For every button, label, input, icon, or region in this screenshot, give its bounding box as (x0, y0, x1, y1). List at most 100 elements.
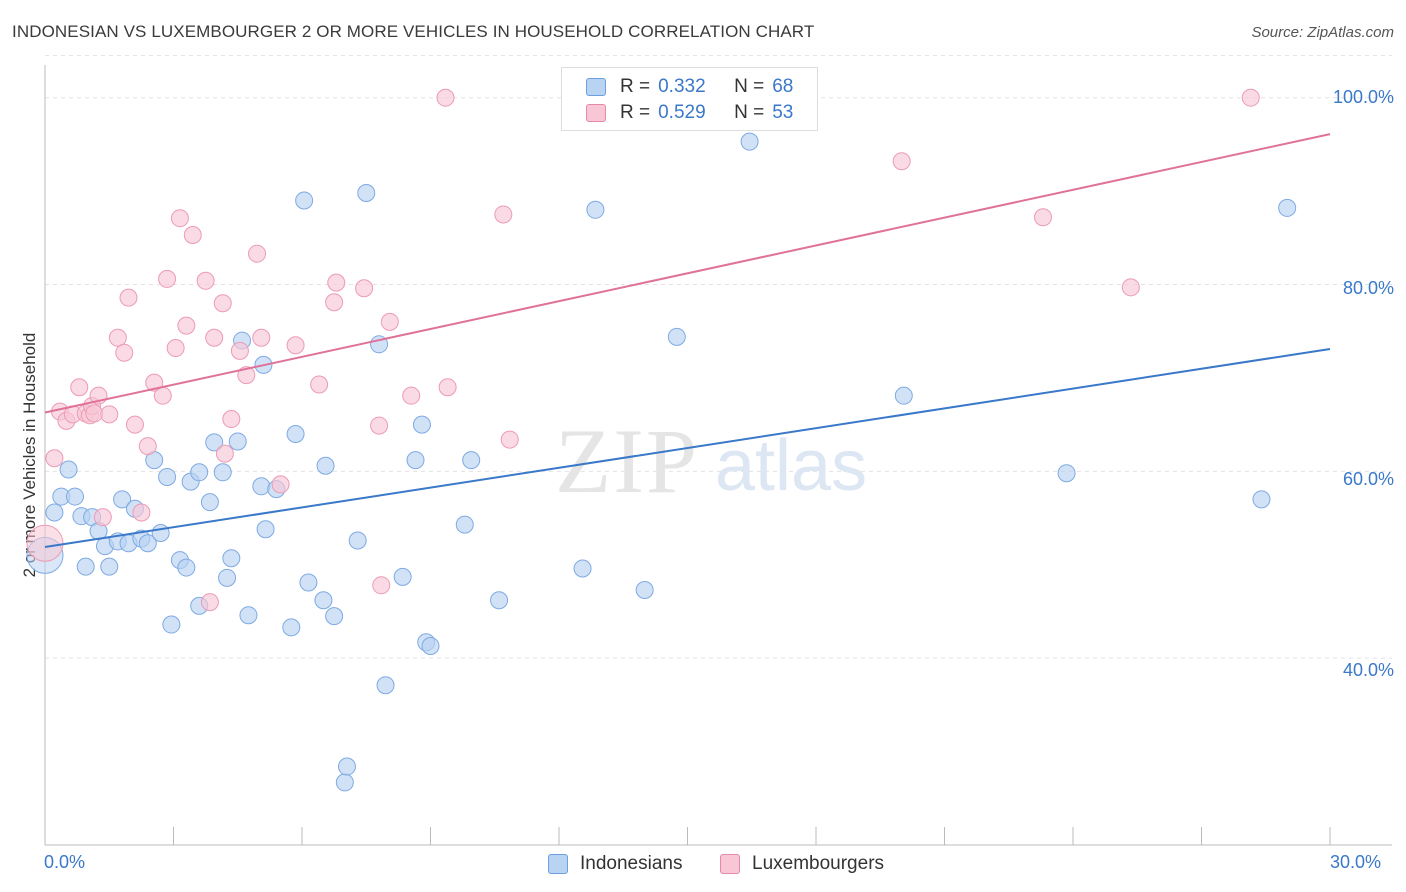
indonesian-point (65, 487, 84, 506)
indonesian-point (573, 559, 592, 578)
indonesian-point (45, 503, 64, 522)
luxembourger-point (100, 405, 119, 424)
indonesian-point (462, 451, 481, 470)
luxembourger-point (200, 593, 219, 612)
indonesian-point (421, 637, 440, 656)
luxembourger-point (271, 475, 290, 494)
luxembourger-point (45, 449, 64, 468)
indonesian-point (286, 424, 305, 443)
indonesian-point (894, 386, 913, 405)
luxembourger-point (248, 244, 267, 263)
r-label: R = (620, 102, 651, 123)
indonesian-point (455, 515, 474, 534)
grid-lines (45, 55, 1392, 659)
watermark-zip: ZIP (555, 410, 699, 512)
indonesian-point (393, 567, 412, 586)
indonesian-point (228, 432, 247, 451)
indonesian-point (412, 415, 431, 434)
luxembourger-point (26, 524, 64, 562)
luxembourger-point (325, 293, 344, 312)
luxembourger-point (125, 415, 144, 434)
indonesian-point (138, 534, 157, 553)
n-value: 53 (772, 102, 794, 123)
luxembourger-point (85, 404, 104, 423)
indonesian-point (190, 463, 209, 482)
indonesian-point (239, 606, 258, 625)
series-legend: Indonesians Luxembourgers (0, 851, 1406, 879)
luxembourger-point (215, 444, 234, 463)
luxembourger-point (252, 328, 271, 347)
luxembourger-point (119, 288, 138, 307)
indonesian-point (635, 580, 654, 599)
indonesian-point (213, 463, 232, 482)
indonesian-point (337, 757, 356, 776)
luxembourger-point (115, 343, 134, 362)
trend-lines (44, 133, 1331, 549)
luxembourger-point (93, 508, 112, 527)
legend-swatch-luxembourgers (720, 854, 740, 874)
indonesian-point (740, 132, 759, 151)
indonesian-point (282, 618, 301, 637)
indonesian-point (1278, 198, 1297, 217)
y-tick-label-40: 40.0% (1342, 660, 1394, 680)
luxembourger-point (436, 88, 455, 107)
x-tick-label-min: 0.0% (44, 852, 86, 872)
indonesian-point (252, 477, 271, 496)
legend-swatch-indonesians (548, 854, 568, 874)
y-tick-label-100: 100.0% (1332, 87, 1394, 107)
indonesian-point (177, 558, 196, 577)
trend-line-indonesians (44, 347, 1331, 549)
luxembourger-point (1034, 208, 1053, 227)
luxembourger-point (145, 373, 164, 392)
indonesian-point (1252, 490, 1271, 509)
luxembourger-point (380, 312, 399, 331)
indonesian-point (76, 557, 95, 576)
legend-swatch-luxembourgers (586, 104, 606, 122)
indonesian-point (205, 433, 224, 452)
luxembourger-point (438, 378, 457, 397)
legend-item-indonesians[interactable]: Indonesians (548, 853, 682, 875)
indonesian-point (113, 490, 132, 509)
luxembourger-point (170, 209, 189, 228)
indonesian-point (158, 467, 177, 486)
indonesian-point (299, 573, 318, 592)
luxembourger-point (1241, 88, 1260, 107)
indonesian-point (59, 460, 78, 479)
luxembourger-point (196, 271, 215, 290)
stats-legend-row-luxembourgers: R = 0.529 N = 53 (586, 101, 793, 125)
indonesian-point (222, 549, 241, 568)
indonesian-point (151, 524, 170, 542)
n-label: N = (734, 76, 765, 97)
luxembourger-point (372, 576, 391, 595)
indonesian-point (357, 183, 376, 202)
indonesian-point (316, 456, 335, 475)
data-points (26, 88, 1297, 792)
stats-legend-row-indonesians: R = 0.332 N = 68 (586, 75, 793, 99)
luxembourger-point (138, 437, 157, 456)
luxembourger-point (177, 316, 196, 335)
trend-line-luxembourgers (44, 133, 1331, 414)
luxembourger-point (230, 341, 249, 360)
indonesian-point (218, 568, 237, 587)
y-tick-label-80: 80.0% (1342, 278, 1394, 298)
luxembourger-point (286, 336, 305, 355)
luxembourger-point (370, 416, 389, 435)
indonesian-point (256, 520, 275, 539)
luxembourger-point (327, 273, 346, 292)
luxembourger-point (892, 152, 911, 171)
legend-swatch-indonesians (586, 78, 606, 96)
luxembourger-point (402, 386, 421, 405)
indonesian-point (376, 676, 395, 695)
watermark: ZIP atlas (555, 410, 867, 512)
luxembourger-point (494, 205, 513, 224)
luxembourger-point (158, 269, 177, 288)
x-tick-label-max: 30.0% (1330, 852, 1382, 872)
r-value: 0.332 (658, 76, 706, 97)
luxembourger-point (1121, 278, 1140, 297)
indonesian-point (100, 557, 119, 576)
indonesian-point (348, 531, 367, 550)
watermark-atlas: atlas (715, 426, 867, 506)
legend-item-luxembourgers[interactable]: Luxembourgers (720, 853, 884, 875)
chart-source: Source: ZipAtlas.com (1251, 24, 1394, 41)
